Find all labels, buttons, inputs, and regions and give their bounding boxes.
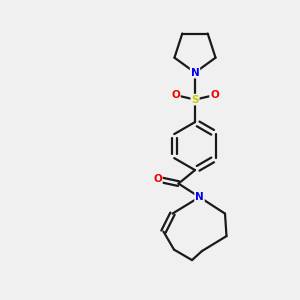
Text: O: O bbox=[171, 90, 180, 100]
Text: N: N bbox=[195, 192, 204, 202]
Text: S: S bbox=[191, 94, 199, 105]
Text: N: N bbox=[190, 68, 200, 78]
Text: O: O bbox=[210, 90, 219, 100]
Text: O: O bbox=[153, 174, 162, 184]
